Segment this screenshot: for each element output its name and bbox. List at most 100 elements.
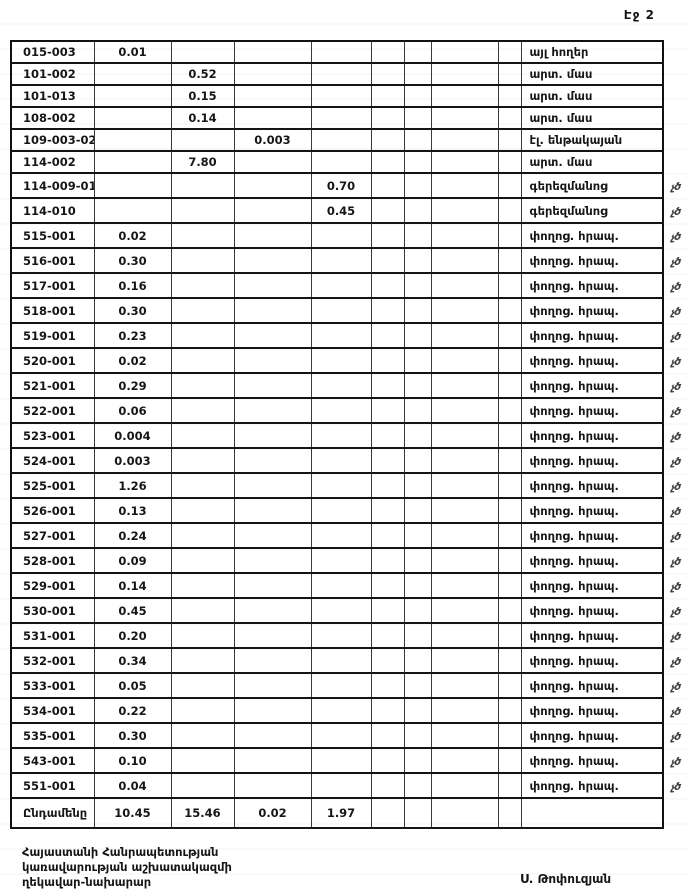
cell-empty-1 xyxy=(370,422,405,449)
cell-empty-1 xyxy=(370,797,405,829)
cell-area-2: 15.46 xyxy=(170,797,235,829)
cell-empty-1 xyxy=(370,347,405,374)
table-row: 519-001 0.23 փողոց. հրապ. չծ xyxy=(10,322,688,349)
cell-area-1: 0.29 xyxy=(93,372,172,399)
cell-margin xyxy=(663,85,688,107)
cell-land-use-description xyxy=(520,797,664,829)
cell-area-2 xyxy=(170,747,235,774)
cell-margin xyxy=(663,107,688,129)
cell-area-2 xyxy=(170,197,235,224)
cell-land-use-description: փողոց. հրապ. xyxy=(520,272,664,299)
authority-line-2: կառավարության աշխատակազմի xyxy=(22,860,232,874)
cell-empty-4 xyxy=(497,172,522,199)
cell-land-use-description: փողոց. հրապ. xyxy=(520,572,664,599)
cell-area-1: 0.34 xyxy=(93,647,172,674)
cell-land-use-description: փողոց. հրապ. xyxy=(520,697,664,724)
cell-margin: չծ xyxy=(663,548,688,573)
cell-land-use-description: էլ. ենթակայան xyxy=(520,128,664,152)
cell-area-3 xyxy=(233,84,312,108)
cell-area-4 xyxy=(310,422,372,449)
cell-empty-1 xyxy=(370,297,405,324)
cell-land-use-description: փողոց. հրապ. xyxy=(520,222,664,249)
cell-area-3 xyxy=(233,472,312,499)
cell-area-2 xyxy=(170,622,235,649)
cell-empty-1 xyxy=(370,150,405,174)
cell-empty-4 xyxy=(497,297,522,324)
cell-margin: չծ xyxy=(663,623,688,648)
cell-empty-2 xyxy=(403,297,432,324)
cell-area-4 xyxy=(310,297,372,324)
cell-empty-2 xyxy=(403,622,432,649)
cell-empty-1 xyxy=(370,172,405,199)
handwritten-margin-mark: չծ xyxy=(671,655,681,669)
cell-area-2 xyxy=(170,372,235,399)
cell-area-1: 0.004 xyxy=(93,422,172,449)
cell-empty-1 xyxy=(370,128,405,152)
cell-area-2 xyxy=(170,597,235,624)
cell-margin: չծ xyxy=(663,723,688,748)
table-row: 532-001 0.34 փողոց. հրապ. չծ xyxy=(10,647,688,674)
cell-empty-4 xyxy=(497,747,522,774)
cell-empty-1 xyxy=(370,472,405,499)
cell-area-2 xyxy=(170,572,235,599)
cell-area-1: 1.26 xyxy=(93,472,172,499)
cell-area-4 xyxy=(310,447,372,474)
cell-area-2 xyxy=(170,697,235,724)
cell-empty-2 xyxy=(403,647,432,674)
cell-land-use-description: փողոց. հրապ. xyxy=(520,672,664,699)
cell-margin: չծ xyxy=(663,198,688,223)
cell-area-1: 0.06 xyxy=(93,397,172,424)
authority-line-1: Հայաստանի Հանրապետության xyxy=(22,845,219,859)
cell-parcel-code: 526-001 xyxy=(10,497,95,524)
handwritten-margin-mark: չծ xyxy=(671,205,681,219)
cell-empty-1 xyxy=(370,322,405,349)
cell-land-use-description: փողոց. հրապ. xyxy=(520,322,664,349)
cell-margin: չծ xyxy=(663,748,688,773)
cell-area-1: 0.22 xyxy=(93,697,172,724)
cell-margin xyxy=(663,151,688,173)
handwritten-margin-mark: չծ xyxy=(671,255,681,269)
cell-area-4 xyxy=(310,84,372,108)
cell-area-2 xyxy=(170,672,235,699)
cell-empty-4 xyxy=(497,40,522,64)
cell-area-2 xyxy=(170,297,235,324)
cell-parcel-code: 532-001 xyxy=(10,647,95,674)
table-row: 516-001 0.30 փողոց. հրապ. չծ xyxy=(10,247,688,274)
cell-empty-3 xyxy=(430,547,499,574)
cell-empty-1 xyxy=(370,622,405,649)
cell-empty-4 xyxy=(497,397,522,424)
cell-empty-1 xyxy=(370,272,405,299)
cell-parcel-code: 521-001 xyxy=(10,372,95,399)
cell-area-2 xyxy=(170,222,235,249)
signatory-name: Ս. Թոփուզյան xyxy=(520,872,612,886)
table-row: 108-002 0.14 արտ. մաս xyxy=(10,106,688,130)
table-row: 109-003-02 0.003 էլ. ենթակայան xyxy=(10,128,688,152)
cell-empty-3 xyxy=(430,497,499,524)
cell-area-2 xyxy=(170,722,235,749)
cell-area-3 xyxy=(233,297,312,324)
cell-area-3 xyxy=(233,62,312,86)
cell-land-use-description: գերեզմանոց xyxy=(520,172,664,199)
cell-margin: չծ xyxy=(663,773,688,798)
cell-empty-1 xyxy=(370,597,405,624)
cell-land-use-description: փողոց. հրապ. xyxy=(520,597,664,624)
cell-empty-3 xyxy=(430,622,499,649)
cell-land-use-description: գերեզմանոց xyxy=(520,197,664,224)
cell-area-3 xyxy=(233,522,312,549)
cell-margin: չծ xyxy=(663,673,688,698)
cell-parcel-code: 015-003 xyxy=(10,40,95,64)
table-row: 518-001 0.30 փողոց. հրապ. չծ xyxy=(10,297,688,324)
cell-margin: չծ xyxy=(663,373,688,398)
cell-parcel-code: 551-001 xyxy=(10,772,95,799)
cell-land-use-description: փողոց. հրապ. xyxy=(520,347,664,374)
cell-margin: չծ xyxy=(663,573,688,598)
cell-empty-4 xyxy=(497,322,522,349)
table-row: 530-001 0.45 փողոց. հրապ. չծ xyxy=(10,597,688,624)
cell-area-3 xyxy=(233,497,312,524)
cell-area-3 xyxy=(233,697,312,724)
cell-land-use-description: փողոց. հրապ. xyxy=(520,522,664,549)
cell-land-use-description: արտ. մաս xyxy=(520,150,664,174)
cell-empty-3 xyxy=(430,397,499,424)
table-row: 551-001 0.04 փողոց. հրապ. չծ xyxy=(10,772,688,799)
cell-parcel-code: 101-013 xyxy=(10,84,95,108)
